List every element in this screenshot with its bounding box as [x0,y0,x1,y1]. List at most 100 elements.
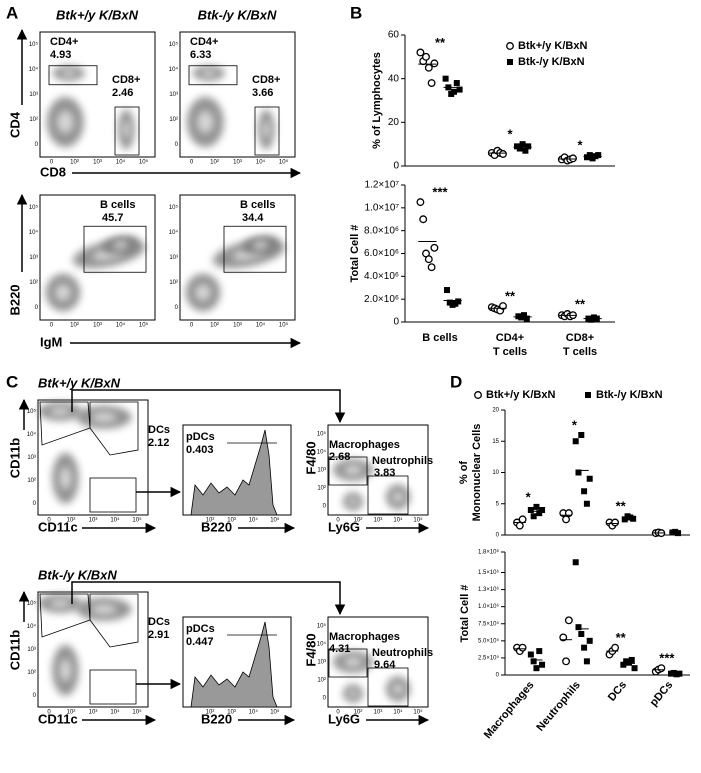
gate [114,106,140,156]
data-point [518,643,527,652]
gate [328,648,368,678]
cell-core [344,465,362,475]
cell-core [392,491,404,503]
label: Btk+/y K/BxN [38,375,121,390]
cell-core [59,466,72,490]
flow-arrow [71,581,346,616]
label: 10⁴ [249,517,259,524]
label: 10⁵ [29,204,39,211]
gate [188,65,238,86]
label: 10² [210,323,219,329]
label: 10³ [89,710,98,716]
gate [328,456,368,486]
label: 10⁴ [110,709,120,716]
histogram [190,429,278,516]
significance: ** [505,288,516,303]
label: B cells [100,199,135,211]
label: 10² [210,160,219,166]
gate [48,65,98,86]
data-point [453,80,460,87]
label: 0 [35,142,39,148]
label: 0 [175,305,179,311]
gate [89,477,137,513]
data-point [533,503,540,510]
data-point [430,243,439,252]
legend-label: Btk+/y K/BxN [486,389,555,401]
label: 10⁴ [116,322,126,329]
x-tick-label: Macrophages [482,679,537,741]
cell-core [91,412,117,423]
data-point [536,648,543,655]
label: 10⁵ [279,159,289,166]
significance: * [507,127,513,142]
significance: ** [616,630,627,645]
y-axis-label: % of [458,461,470,485]
y-tick-label: 1.0×10⁷ [365,202,400,213]
label: 0 [323,696,327,702]
label: 10³ [317,468,326,474]
data-point [630,515,637,522]
data-point [451,88,457,95]
cell-core [91,604,117,615]
label: 10⁵ [29,41,39,48]
label: 10⁵ [169,204,179,211]
flow-plot [37,591,149,708]
label: CD4+ [190,36,218,48]
data-point [572,559,579,566]
label: 10³ [233,160,242,166]
data-point [581,488,588,495]
label: 0.447 [186,636,214,648]
label: 10⁵ [270,709,280,716]
label: 0 [33,693,37,699]
label: 10⁵ [413,709,423,716]
legend-label: Btk-/y K/BxN [518,56,585,68]
label: 10² [317,486,326,492]
label: 10⁴ [29,229,39,236]
data-point [564,616,573,625]
y-tick-label: 1.0×10⁶ [478,603,500,610]
label: 10³ [89,518,98,524]
data-point [578,432,585,438]
label: CD4+ [50,36,78,48]
label: F4/80 [303,633,318,666]
label: 0 [50,160,54,166]
label: 10² [27,670,36,676]
y-tick-label: 0 [496,533,500,539]
label: 10³ [29,255,38,261]
cell-core [61,69,76,77]
data-point [581,644,588,651]
y-tick-label: 5 [496,501,500,507]
data-point [559,633,568,642]
label: D [450,372,462,391]
label: 0 [323,504,327,510]
flow-plot [179,31,296,158]
data-point [586,475,593,482]
x-tick-label: pDCs [648,679,676,709]
label: 0.403 [186,444,214,456]
label: 10² [354,710,363,716]
label: 10⁴ [27,623,37,630]
label: 0 [336,518,340,524]
label: 10³ [27,455,36,461]
cell-core [344,657,362,667]
label: 2.91 [148,629,169,641]
label: 10² [206,710,215,716]
y-tick-label: 0 [393,317,399,328]
label: 6.33 [190,49,211,61]
y-tick-label: 15 [492,439,499,445]
gate [83,225,147,273]
label: 10⁵ [132,517,142,524]
label: 10⁴ [249,709,259,716]
label: 10³ [227,518,236,524]
flow-plot [37,399,149,516]
cell-core [252,240,269,250]
label: A [6,3,18,22]
y-axis-label: Total Cell # [459,585,471,643]
data-point [586,637,593,644]
label: Macrophages [329,439,400,451]
data-point [525,143,532,150]
label: 10⁴ [393,517,403,524]
label: 10⁴ [169,66,179,73]
flow-plot [179,194,296,321]
